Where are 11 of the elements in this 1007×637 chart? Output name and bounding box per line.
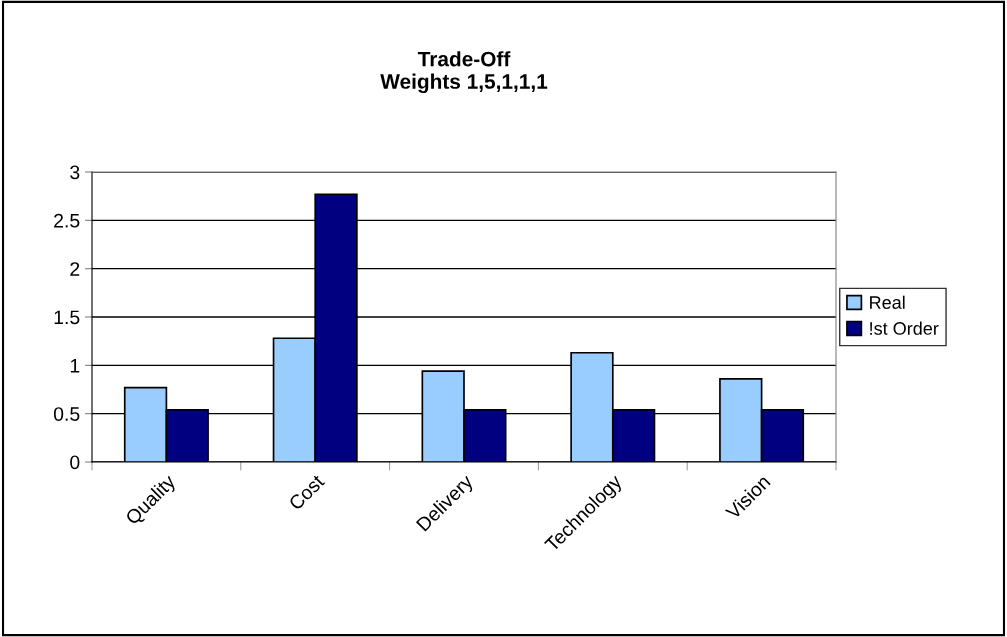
y-tick-label: 2 bbox=[70, 262, 80, 276]
chart-title: Trade-Off Weights 1,5,1,1,1 bbox=[380, 51, 548, 94]
y-tick-label: 0.5 bbox=[53, 407, 80, 421]
y-tick-label: 3 bbox=[70, 165, 80, 180]
x-tick-label: Cost bbox=[287, 473, 326, 511]
y-tick-label: 1 bbox=[70, 359, 80, 373]
y-tick-label: 0 bbox=[70, 455, 80, 470]
y-tick-label: 2.5 bbox=[54, 213, 80, 228]
y-tick-label: 1.5 bbox=[54, 310, 80, 325]
legend-label: Real bbox=[870, 295, 905, 309]
legend-label: !st Order bbox=[870, 321, 939, 335]
